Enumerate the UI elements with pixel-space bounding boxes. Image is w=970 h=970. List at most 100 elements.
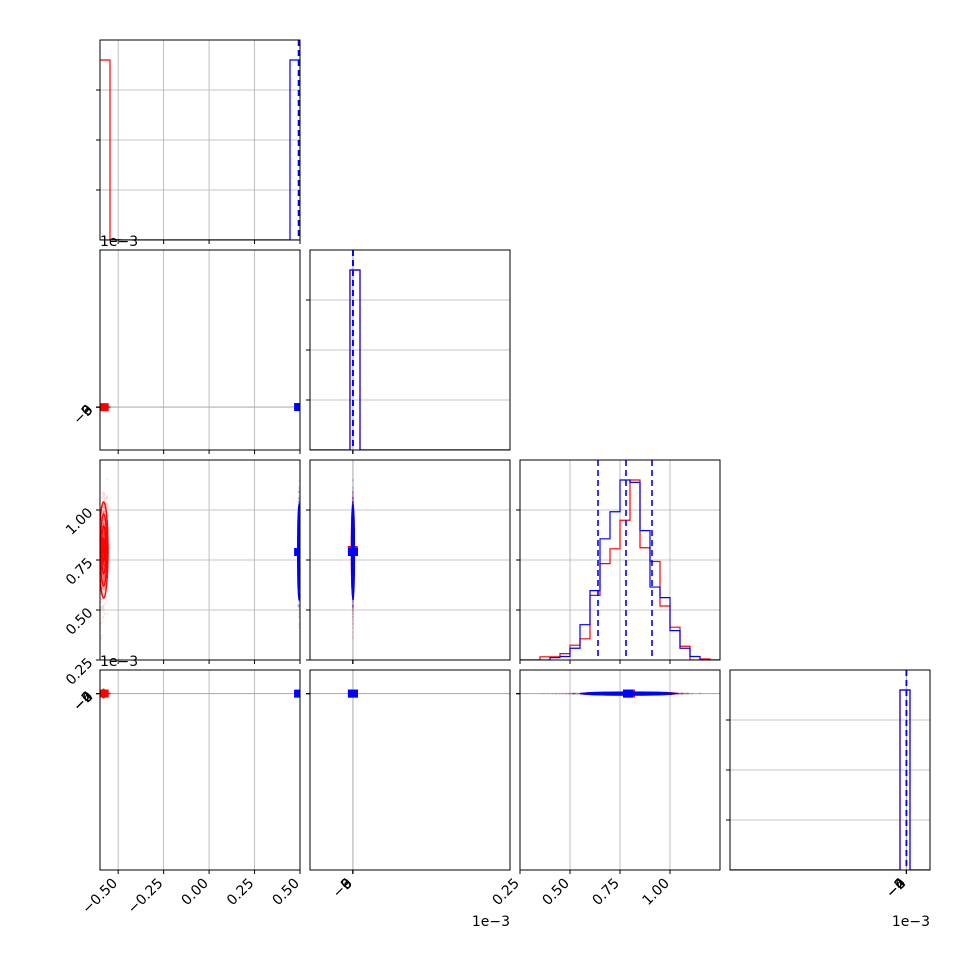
histogram-1	[310, 269, 510, 450]
sample-point	[101, 597, 104, 600]
sample-point	[103, 575, 106, 578]
sample-point	[102, 519, 105, 522]
sample-point	[351, 634, 354, 637]
density-peak	[100, 403, 109, 412]
sample-point	[351, 498, 354, 501]
sample-point	[351, 604, 354, 607]
sample-point	[297, 612, 300, 615]
sample-point	[102, 574, 105, 577]
sample-point	[351, 613, 354, 616]
sample-point	[102, 491, 105, 494]
sample-point	[105, 502, 108, 505]
sample-point	[108, 406, 111, 409]
sample-point	[108, 406, 111, 409]
sample-point	[106, 478, 109, 481]
sample-point	[351, 605, 354, 608]
sample-point	[97, 564, 99, 566]
sample-point	[101, 607, 104, 610]
sample-point	[97, 545, 99, 547]
sample-point	[98, 563, 100, 565]
sample-point	[102, 562, 105, 565]
histogram-1	[100, 59, 300, 240]
sample-point	[98, 571, 100, 573]
sample-point	[101, 587, 104, 590]
sample-point	[98, 570, 100, 572]
sample-point	[103, 608, 106, 611]
sample-point	[102, 534, 105, 537]
sample-point	[108, 514, 111, 517]
sample-point	[103, 519, 106, 522]
sample-point	[109, 529, 112, 532]
sample-point	[102, 534, 105, 537]
sample-point	[351, 497, 354, 500]
sample-point	[102, 606, 105, 609]
sample-point	[102, 520, 105, 523]
sample-point	[351, 608, 354, 611]
sample-point	[351, 604, 354, 607]
sample-point	[103, 506, 106, 509]
sample-point	[102, 522, 105, 525]
sample-point	[105, 497, 108, 500]
sample-point	[297, 623, 300, 626]
sample-point	[108, 543, 111, 546]
sample-point	[102, 510, 105, 513]
sample-point	[108, 558, 111, 561]
sample-point	[352, 626, 355, 629]
sample-point	[102, 534, 105, 537]
axes-frame	[99, 249, 301, 451]
sample-point	[97, 631, 99, 633]
sample-point	[297, 500, 300, 503]
sample-point	[103, 574, 106, 577]
sample-point	[351, 494, 354, 497]
sample-point	[102, 565, 105, 568]
sample-point	[351, 500, 354, 503]
panel-1-1	[306, 249, 511, 454]
sample-point	[102, 582, 105, 585]
sample-point	[103, 499, 106, 502]
panel-2-1	[306, 459, 511, 664]
sample-point	[102, 587, 105, 590]
sample-point	[103, 492, 106, 495]
sample-point	[95, 570, 97, 572]
sample-point	[351, 623, 354, 626]
sample-point	[351, 494, 354, 497]
sample-point	[102, 567, 105, 570]
sample-point	[103, 612, 106, 615]
sample-point	[351, 603, 354, 606]
sample-point	[351, 608, 354, 611]
sample-point	[103, 587, 106, 590]
sample-point	[351, 492, 354, 495]
sample-point	[102, 511, 105, 514]
sample-point	[108, 570, 111, 573]
sample-point	[101, 586, 104, 589]
y-tick-label: 0.75	[63, 555, 96, 588]
sample-point	[103, 562, 106, 565]
sample-point	[351, 501, 354, 504]
sample-point	[98, 619, 100, 621]
sample-point	[102, 576, 105, 579]
sample-point	[102, 503, 105, 506]
sample-point	[297, 603, 300, 606]
sample-point	[351, 601, 354, 604]
sample-point	[351, 494, 354, 497]
density-peak	[294, 403, 300, 412]
sample-point	[351, 612, 354, 615]
sample-point	[351, 631, 354, 634]
sample-point	[109, 406, 112, 409]
sample-point	[108, 406, 111, 409]
sample-point	[351, 497, 354, 500]
sample-point	[103, 510, 106, 513]
sample-point	[108, 406, 111, 409]
sample-point	[297, 491, 300, 494]
sample-point	[101, 634, 104, 637]
sample-point	[108, 406, 111, 409]
sample-point	[102, 592, 105, 595]
sample-point	[104, 603, 107, 606]
sample-point	[98, 565, 100, 567]
sample-point	[102, 604, 105, 607]
sample-point	[351, 486, 354, 489]
sample-point	[103, 497, 106, 500]
sample-point	[102, 523, 105, 526]
sample-point	[351, 619, 354, 622]
